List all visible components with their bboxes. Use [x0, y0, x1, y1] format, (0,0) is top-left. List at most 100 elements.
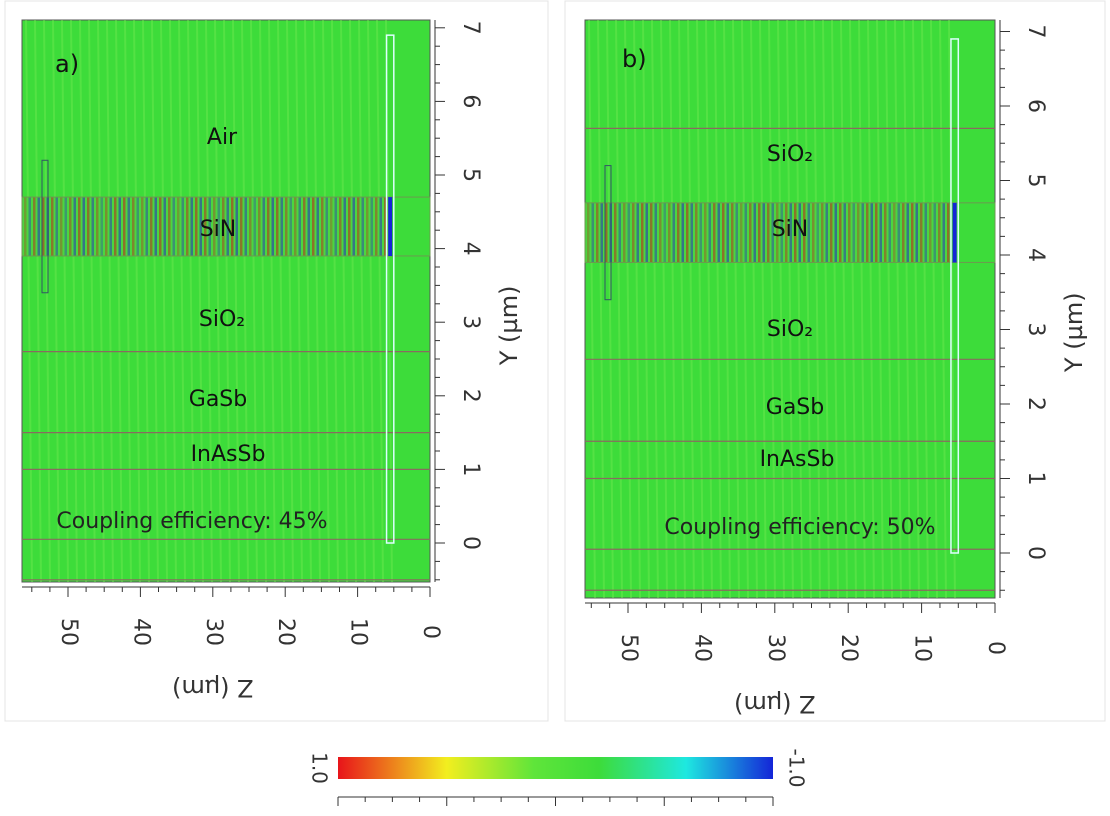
sin-field [105, 197, 108, 256]
sin-edge [584, 202, 996, 263]
sin-field [686, 202, 689, 263]
fringe [858, 19, 866, 599]
sin-field [384, 197, 387, 256]
fringe [813, 19, 821, 599]
sin-field [920, 202, 923, 263]
sin-field [839, 202, 842, 263]
fringe [597, 19, 605, 599]
sin-field [271, 197, 274, 256]
sin-field [163, 197, 166, 256]
sin-field [780, 202, 783, 263]
fringe [939, 19, 947, 599]
sin-field [361, 197, 364, 256]
sin-field [222, 197, 225, 256]
fringe [124, 19, 132, 583]
sin-field [753, 202, 756, 263]
sin-field [181, 197, 184, 256]
sin-field [226, 197, 229, 256]
sin-field [276, 197, 279, 256]
y-tick-label: 4 [458, 242, 483, 256]
sin-field [596, 202, 599, 263]
panel-label: a) [55, 50, 79, 78]
sin-field [618, 202, 621, 263]
sin-field [339, 197, 342, 256]
sin-field [915, 202, 918, 263]
fringe [106, 19, 114, 583]
y-tick-label: 6 [458, 94, 483, 108]
fringe [232, 19, 240, 583]
fringe [588, 19, 596, 599]
panel-frame [4, 0, 549, 722]
sin-field [253, 197, 256, 256]
source [604, 165, 612, 301]
sin-field [204, 197, 207, 256]
y-tick-label: 4 [1023, 248, 1048, 262]
fringe [660, 19, 668, 599]
fringe [358, 19, 366, 583]
sin-field [235, 197, 238, 256]
y-tick-label: 0 [458, 536, 483, 550]
sin-field [186, 197, 189, 256]
layer-label: InAsSb [760, 447, 835, 472]
sin-field [316, 197, 319, 256]
y-tick-label: 0 [1023, 546, 1048, 560]
sin-field [947, 202, 950, 263]
fringe [250, 19, 258, 583]
fringe [223, 19, 231, 583]
fringe [70, 19, 78, 583]
fringe [34, 19, 42, 583]
sin-field [145, 197, 148, 256]
fringe [777, 19, 785, 599]
fringe [678, 19, 686, 599]
fringe [849, 19, 857, 599]
fringe [948, 19, 956, 599]
panel-label: b) [622, 45, 647, 73]
y-tick-label: 1 [1023, 472, 1048, 486]
fringe [606, 19, 614, 599]
sin-field [325, 197, 328, 256]
fringe [750, 19, 758, 599]
y-tick-label: 3 [458, 315, 483, 329]
fringe [804, 19, 812, 599]
sin-field [217, 197, 220, 256]
fringe [25, 19, 33, 583]
fringe [759, 19, 767, 599]
fringe [241, 19, 249, 583]
sin-field [154, 197, 157, 256]
sin-field [73, 197, 76, 256]
sin-field [195, 197, 198, 256]
y-tick-label: 5 [1023, 174, 1048, 188]
sin-field [722, 202, 725, 263]
sin-field [627, 202, 630, 263]
z-axis-title: Z (µm) [172, 674, 253, 702]
fringe [169, 19, 177, 583]
fringe [286, 19, 294, 583]
fringe [214, 19, 222, 583]
sin-field [866, 202, 869, 263]
layer-label: SiO₂ [767, 317, 813, 342]
sin-field [744, 202, 747, 263]
sin-field [267, 197, 270, 256]
sin-field [312, 197, 315, 256]
fringe [723, 19, 731, 599]
sin-field [677, 202, 680, 263]
sin-field [672, 202, 675, 263]
sin-field [668, 202, 671, 263]
y-tick-label: 5 [458, 168, 483, 182]
sin-field [118, 197, 121, 256]
panel-frame [564, 0, 1106, 722]
y-tick-label: 2 [1023, 397, 1048, 411]
sin-field [280, 197, 283, 256]
fringe [376, 19, 384, 583]
fringe [795, 19, 803, 599]
z-tick-label: 30 [763, 634, 788, 662]
sin-field [605, 202, 608, 263]
fringe [696, 19, 704, 599]
sin-field [771, 202, 774, 263]
z-tick-label: 50 [616, 634, 641, 662]
colorbar-max: 1.0 [308, 752, 332, 784]
fringe [97, 19, 105, 583]
sin-field [812, 202, 815, 263]
sin-field [258, 197, 261, 256]
sin-field [803, 202, 806, 263]
